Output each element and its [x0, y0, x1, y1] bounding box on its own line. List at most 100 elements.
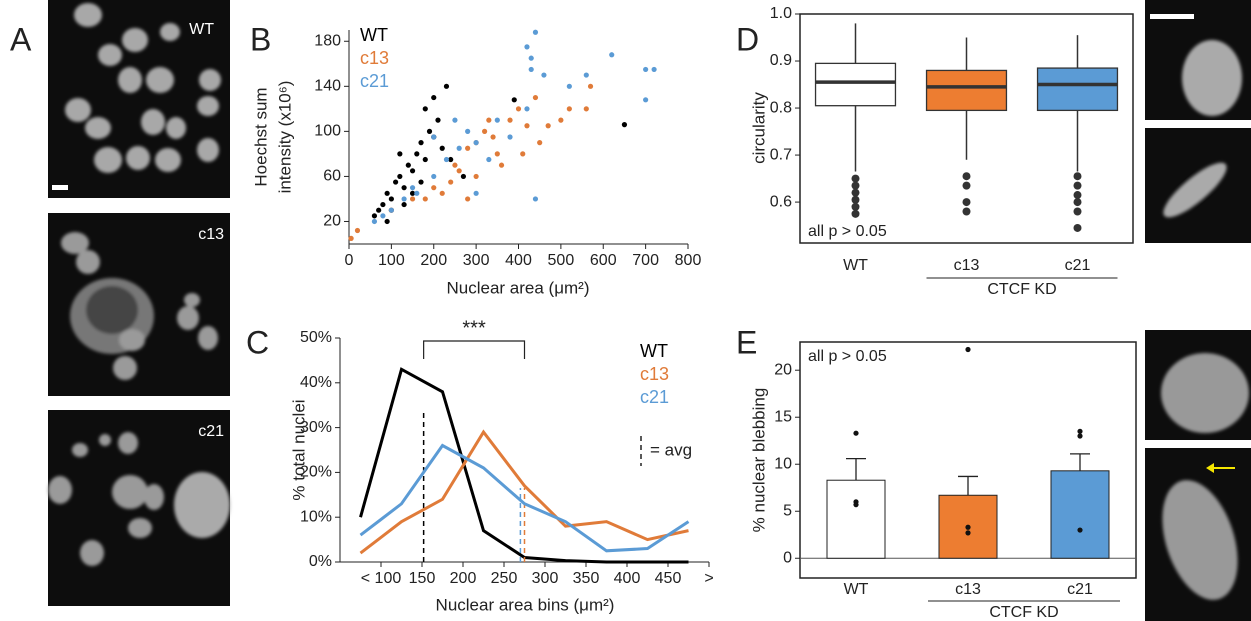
x-tick-label: 400: [614, 570, 641, 587]
point: [651, 66, 657, 73]
point: [426, 128, 433, 134]
significance-bracket: [423, 340, 526, 359]
x-tick-label: >: [704, 570, 713, 587]
x-tick-label: WT: [843, 257, 868, 274]
point: [965, 524, 971, 530]
x-tick-label: 0: [345, 252, 354, 269]
x-tick-label: WT: [844, 581, 869, 598]
point: [384, 190, 390, 196]
y-tick-label: 20: [774, 361, 792, 378]
point: [511, 97, 517, 103]
x-tick-label: 400: [505, 252, 532, 269]
point: [482, 128, 488, 134]
point: [473, 173, 479, 180]
point: [621, 122, 628, 128]
y-tick-label: 15: [774, 408, 792, 425]
x-tick-label: 800: [675, 252, 702, 269]
x-tick-label: 600: [590, 252, 617, 269]
point: [515, 106, 522, 112]
y-tick-label: 10: [774, 455, 792, 472]
arrow-head: [1206, 463, 1214, 473]
y-tick-label: 100: [314, 123, 341, 140]
panel-letter: B: [250, 21, 271, 57]
micrograph-label: c21: [198, 423, 224, 440]
point: [409, 185, 416, 191]
box: [925, 69, 1008, 112]
point: [388, 196, 394, 202]
point: [465, 196, 471, 202]
point: [558, 117, 564, 123]
point: [431, 134, 437, 140]
x-tick-label: c13: [955, 581, 981, 598]
outlier: [962, 172, 971, 181]
point: [456, 168, 462, 174]
point: [376, 207, 382, 213]
outlier: [851, 174, 860, 183]
point: [460, 173, 467, 180]
micrographs: WT c13 c21 A: [10, 0, 230, 606]
point: [532, 29, 539, 35]
point: [853, 430, 859, 436]
group-label: CTCF KD: [989, 604, 1058, 621]
point: [498, 162, 505, 168]
point: [494, 151, 500, 157]
outlier: [962, 207, 971, 216]
x-tick-label: 450: [655, 570, 682, 587]
outlier: [851, 195, 860, 204]
y-tick-label: 40%: [300, 374, 332, 391]
outlier: [851, 202, 860, 211]
point: [422, 196, 428, 202]
point: [465, 128, 471, 134]
y-axis-label: circularity: [749, 92, 768, 164]
y-tick-label: 0.8: [770, 99, 792, 116]
point: [431, 94, 437, 101]
point: [397, 173, 403, 180]
point: [409, 196, 416, 202]
outlier: [1073, 207, 1082, 216]
bar: [1050, 470, 1110, 559]
micrograph-label: WT: [189, 21, 214, 38]
x-axis-label: Nuclear area bins (μm²): [436, 595, 615, 614]
legend-label: c13: [360, 48, 389, 68]
point: [388, 207, 394, 213]
x-tick-label: 250: [491, 570, 518, 587]
x-tick-label: 300: [532, 570, 559, 587]
legend-label: c13: [640, 364, 669, 384]
y-tick-label: 0%: [309, 553, 332, 570]
point: [401, 201, 407, 208]
scale-bar: [1150, 14, 1194, 19]
outlier: [851, 181, 860, 190]
x-tick-label: 350: [573, 570, 600, 587]
x-tick-label: 200: [450, 570, 477, 587]
point: [587, 83, 594, 89]
point: [528, 55, 534, 61]
point: [414, 151, 420, 157]
line: [359, 443, 690, 553]
group-label: CTCF KD: [987, 281, 1056, 298]
x-tick-label: c21: [1067, 581, 1093, 598]
point: [397, 151, 403, 157]
avg-legend-label: = avg: [650, 440, 692, 459]
x-tick-label: 150: [409, 570, 436, 587]
x-tick-label: c21: [1065, 257, 1091, 274]
point: [643, 97, 649, 103]
y-tick-label: 30%: [300, 419, 332, 436]
y-tick-label: 60: [323, 168, 341, 185]
y-tick-label: 0.9: [770, 52, 792, 69]
point: [965, 530, 971, 536]
point: [583, 72, 589, 78]
point: [545, 123, 551, 129]
point: [524, 123, 530, 129]
outlier: [1073, 172, 1082, 181]
panel-letter: C: [246, 324, 269, 360]
point: [405, 162, 411, 168]
point: [965, 346, 971, 353]
point: [524, 44, 530, 50]
line: [359, 429, 689, 555]
y-tick-label: 10%: [300, 508, 332, 525]
point: [507, 117, 513, 123]
point: [494, 117, 500, 123]
outlier: [1073, 223, 1082, 232]
point: [422, 156, 428, 163]
point: [431, 185, 437, 191]
